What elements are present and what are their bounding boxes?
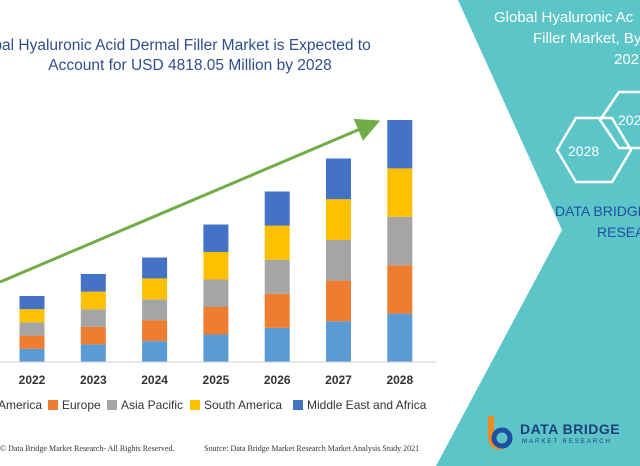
bar-2025-asia-pacific (203, 279, 229, 307)
bar-2023-europe (80, 326, 106, 345)
bar-2025-south-america (203, 252, 229, 280)
legend-item-europe: Europe (48, 398, 101, 412)
logo-mark-shape-orange (488, 416, 502, 450)
panel-brand-line1: DATA BRIDGE (555, 203, 640, 219)
hexagon-partial (598, 90, 640, 150)
legend-item-middle-east-africa: Middle East and Africa (293, 398, 426, 412)
x-tick-label-2028: 2028 (386, 373, 413, 387)
bar-2022-north-america (19, 348, 45, 362)
chart-title: Global Hyaluronic Acid Dermal Filler Mar… (0, 36, 380, 76)
bar-2026-asia-pacific (264, 259, 290, 294)
logo-tagline: MARKET RESEARCH (522, 439, 612, 445)
bar-2028-middle-east-and-africa (387, 120, 413, 169)
panel-heading-line3: 202 (614, 51, 640, 68)
bar-2028-south-america (387, 168, 413, 217)
legend-swatch-middle-east-africa (293, 400, 303, 410)
bar-2023-asia-pacific (80, 309, 106, 327)
legend-item-asia-pacific: Asia Pacific (107, 398, 183, 412)
logo-mark (488, 416, 513, 450)
panel-heading-line1: Global Hyaluronic Ac (494, 9, 634, 26)
chart-title-line2: Account for USD 4818.05 Million by 2028 (48, 57, 332, 74)
bar-2027-south-america (326, 199, 351, 240)
hexagon-partial-label: 202 (618, 112, 640, 128)
legend-swatch-asia-pacific (107, 400, 117, 410)
legend-label-middle-east-africa: Middle East and Africa (307, 398, 427, 412)
bar-2026-south-america (264, 225, 290, 260)
logo-mark-shape-blue (491, 427, 513, 449)
x-tick-label-2026: 2026 (264, 373, 291, 387)
panel-brand-line2: RESEA (597, 224, 640, 240)
bar-2024-north-america (142, 341, 168, 362)
bar-2028-north-america (387, 313, 413, 362)
x-tick-label-2023: 2023 (80, 373, 107, 387)
bar-2022-middle-east-and-africa (19, 296, 45, 310)
legend-label-south-america: South America (204, 398, 283, 412)
hexagon-2028 (555, 116, 633, 184)
bar-2027-north-america (326, 321, 351, 362)
footer-copyright: © Data Bridge Market Research- All Right… (0, 444, 175, 453)
x-tick-label-2025: 2025 (203, 373, 230, 387)
trend-arrow (0, 118, 381, 284)
footer-source: Source: Data Bridge Market Research Mark… (204, 444, 420, 453)
chart-title-line1: Global Hyaluronic Acid Dermal Filler Mar… (0, 37, 371, 54)
legend-swatch-europe (48, 400, 58, 410)
bar-2025-europe (203, 307, 229, 335)
panel-heading-line2: Filler Market, By (533, 30, 640, 47)
bar-2022-asia-pacific (19, 322, 45, 336)
logo-name: DATA BRIDGE (520, 421, 621, 437)
bar-2027-middle-east-and-africa (326, 158, 351, 200)
bar-2027-asia-pacific (326, 239, 351, 281)
x-tick-label-2027: 2027 (325, 373, 352, 387)
bar-2027-europe (326, 280, 351, 322)
bar-2026-europe (264, 293, 290, 328)
bar-2026-middle-east-and-africa (264, 191, 290, 226)
bar-2022-south-america (19, 309, 45, 323)
x-tick-label-2024: 2024 (141, 373, 168, 387)
stacked-bar-chart: 2022 2023 2024 2025 2026 2027 2028 (0, 118, 436, 387)
bar-2023-middle-east-and-africa (80, 274, 106, 292)
bar-2024-asia-pacific (142, 299, 168, 321)
bar-2028-asia-pacific (387, 216, 413, 266)
legend-swatch-south-america (190, 400, 200, 410)
bar-2024-south-america (142, 278, 168, 300)
bar-2026-north-america (264, 327, 290, 362)
legend-label-asia-pacific: Asia Pacific (121, 398, 184, 412)
bar-2024-middle-east-and-africa (142, 257, 168, 279)
legend-item-south-america: South America (190, 398, 282, 412)
teal-panel-shape (436, 0, 640, 466)
legend-label-europe: Europe (62, 398, 101, 412)
bar-2024-europe (142, 320, 168, 342)
legend-label-america: America (0, 398, 43, 412)
bar-2022-europe (19, 335, 45, 349)
bar-2023-north-america (80, 344, 106, 362)
bar-2028-europe (387, 265, 413, 314)
legend-item-america: America (0, 398, 42, 412)
hexagon-2028-label: 2028 (568, 143, 600, 159)
bar-2023-south-america (80, 291, 106, 310)
x-tick-label-2022: 2022 (19, 373, 46, 387)
bar-2025-north-america (203, 334, 229, 362)
bar-2025-middle-east-and-africa (203, 224, 229, 252)
